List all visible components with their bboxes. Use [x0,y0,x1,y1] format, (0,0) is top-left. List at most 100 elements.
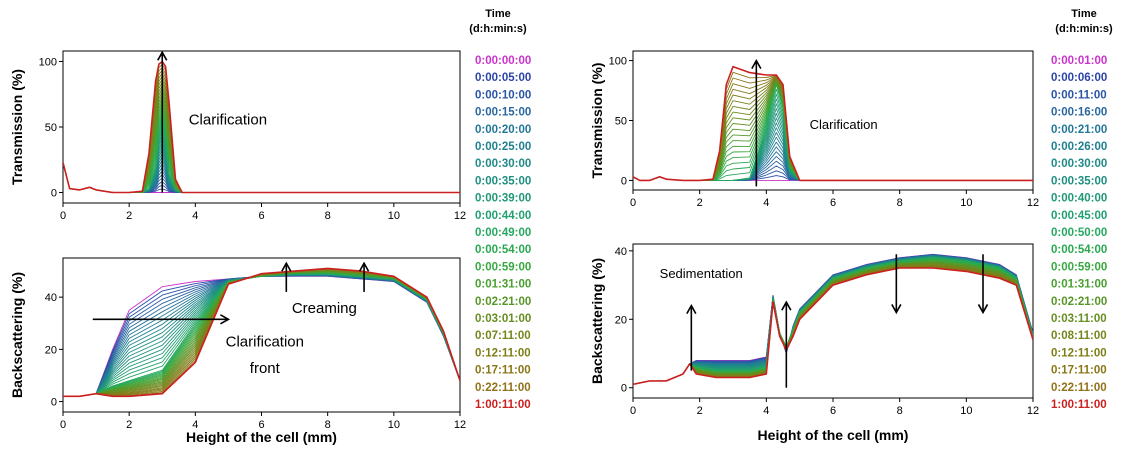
right-backscattering-xtick-label: 10 [960,405,972,417]
left-legend-entry: 0:00:20:00 [475,124,531,136]
left-legend-entry: 0:03:01:00 [475,313,531,325]
right-sed-arrow-2-head [781,300,792,311]
right-transmission-series-line [633,151,1033,181]
left-transmission-series-line [63,90,460,193]
left-backscattering-xtick-label: 2 [126,419,132,431]
left-legend-entry: 0:17:11:00 [475,365,531,377]
left-transmission-series-line [63,123,460,193]
left-backscattering-xtick-label: 8 [325,419,331,431]
right-transmission-xtick-label: 8 [897,197,903,209]
left-backscattering-ytick-label: 40 [45,292,57,304]
right-transmission-xtick-label: 6 [830,197,836,209]
right-legend-entry: 0:00:30:00 [1051,158,1107,170]
left-transmission-xtick-label: 12 [454,210,466,222]
right-legend-entry: 1:00:11:00 [1051,399,1107,411]
left-transmission-series-line [63,145,460,193]
left-transmission-series-line [63,127,460,193]
right-backscattering-xtick-label: 4 [763,405,769,417]
left-transmission-series-line [63,72,460,193]
left-legend-entry: 0:00:10:00 [475,89,531,101]
right-legend-entry: 0:22:11:00 [1051,382,1107,394]
right-transmission-series-line [633,136,1033,181]
left-creaming-arrow-1-head [281,261,292,272]
left-legend-entry: 0:00:15:00 [475,107,531,119]
right-sed-arrow-3-head [891,304,902,315]
left-transmission-series-line [63,60,460,194]
right-backscattering-ytick-label: 20 [615,314,627,326]
right-legend-entry: 0:00:01:00 [1051,55,1107,67]
left-backscattering-xtick-label: 4 [192,419,198,431]
left-legend-entry: 0:00:30:00 [475,158,531,170]
right-transmission-series-line [633,93,1033,181]
left-transmission-series-line [63,81,460,193]
left-transmission-series-line [63,152,460,193]
left-front-label-2: front [250,360,281,377]
right-backscattering-xtick-label: 0 [630,405,636,417]
right-transmission-series-line [633,65,1033,182]
left-transmission-xtick-label: 8 [325,210,331,222]
right-backscattering-xtick-label: 8 [897,405,903,417]
left-transmission-ytick-label: 50 [45,122,57,134]
right-transmission-xtick-label: 2 [697,197,703,209]
right-sed-arrow-4-head [977,304,989,315]
left-backscattering-xtick-label: 0 [60,419,66,431]
left-backscattering-series-group [63,267,460,398]
left-transmission-series-line [63,141,460,193]
right-legend-entry: 0:00:40:00 [1051,193,1107,205]
left-creaming-label: Creaming [292,300,357,317]
left-legend-entry: 1:00:11:00 [475,399,531,411]
left-transmission-ytick-label: 100 [39,56,57,68]
right-legend-title: Time [1071,8,1096,20]
right-backscattering-xtick-label: 12 [1027,405,1039,417]
right-backscattering-ytick-label: 0 [621,383,627,395]
right-backscattering-ylabel: Backscattering (%) [589,258,605,384]
left-transmission-ytick-label: 0 [51,188,57,200]
left-clarification-label: Clarification [189,111,267,128]
right-sedimentation-label: Sedimentation [660,266,743,281]
left-transmission-series-line [63,162,460,193]
left-transmission-series-line [63,162,460,193]
left-transmission-ylabel: Transmission (%) [9,69,25,185]
left-transmission-series-line [63,63,460,193]
left-legend-entry: 0:00:39:00 [475,193,531,205]
right-clarification-arrow-head [751,58,762,69]
right-transmission-series-line [633,141,1033,181]
left-transmission-series-line [63,162,460,193]
left-transmission-series-line [63,117,460,193]
right-transmission-series-line [633,155,1033,181]
left-legend-title: Time [485,8,510,20]
left-transmission-series-line [63,162,460,193]
left-transmission-series-line [63,93,460,193]
right-transmission-series-line [633,165,1033,181]
left-clarification-arrow-head [157,50,168,61]
left-legend-entry: 0:01:31:00 [475,279,531,291]
right-transmission-ytick-label: 50 [615,116,627,128]
right-transmission-series-line [633,88,1033,181]
right-legend-entry: 0:08:11:00 [1051,330,1107,342]
right-transmission-series-line [633,98,1033,181]
left-legend-entry: 0:22:11:00 [475,382,531,394]
right-backscattering-xtick-label: 6 [830,405,836,417]
left-backscattering-ytick-label: 20 [45,344,57,356]
right-transmission-series-group [633,65,1033,182]
right-legend-entry: 0:17:11:00 [1051,365,1107,377]
right-transmission-series-line [633,146,1033,181]
left-legend-entry: 0:12:11:00 [475,347,531,359]
left-transmission-series-line [63,69,460,193]
right-transmission-ytick-label: 0 [621,175,627,187]
right-legend-entry: 0:01:31:00 [1051,279,1107,291]
right-legend-entry: 0:00:11:00 [1051,89,1107,101]
right-legend-entry: 0:00:21:00 [1051,124,1107,136]
right-transmission-xtick-label: 4 [763,197,769,209]
left-legend-entry: 0:00:59:00 [475,261,531,273]
left-transmission-series-line [63,84,460,193]
right-transmission-series-line [633,103,1033,181]
left-legend-entry: 0:02:21:00 [475,296,531,308]
left-backscattering-ylabel: Backscattering (%) [9,272,25,398]
right-transmission-series-line [633,127,1033,181]
right-transmission-series-line [633,132,1033,181]
left-transmission-xtick-label: 2 [126,210,132,222]
right-legend-entry: 0:00:26:00 [1051,141,1107,153]
right-transmission-ylabel: Transmission (%) [589,63,605,179]
